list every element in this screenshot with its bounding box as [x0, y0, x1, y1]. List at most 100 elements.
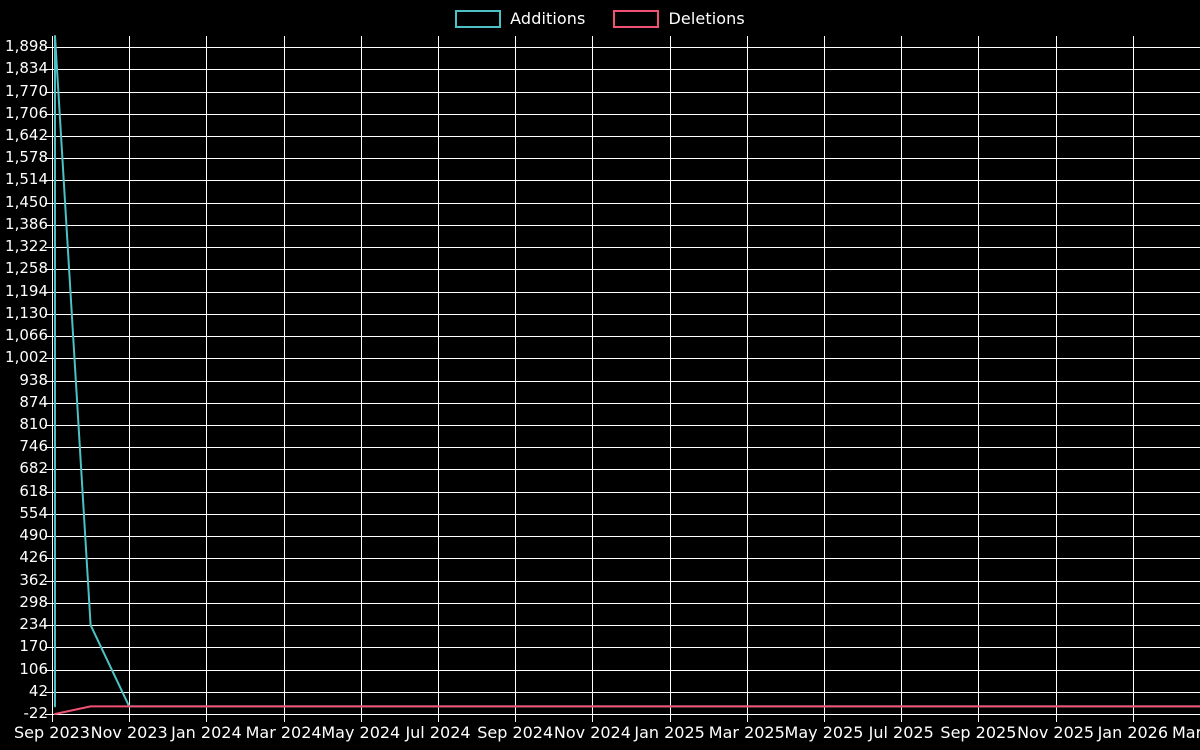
x-axis-tick-label: Mar 2025 — [708, 723, 785, 742]
gridline-vertical — [669, 36, 671, 714]
y-axis-tick-label: 682 — [19, 459, 48, 478]
y-axis-tick — [45, 602, 52, 604]
gridline-horizontal — [52, 202, 1200, 204]
gridline-horizontal — [52, 313, 1200, 315]
y-axis-tick-label: 1,322 — [5, 237, 48, 256]
y-axis-tick-label: 1,002 — [5, 348, 48, 367]
y-axis-tick — [45, 714, 52, 715]
gridline-vertical — [824, 36, 825, 714]
gridline-horizontal — [52, 669, 1200, 671]
gridline-vertical — [360, 36, 362, 714]
y-axis-tick-label: 106 — [19, 659, 48, 678]
gridline-horizontal — [52, 269, 1200, 271]
y-axis-tick — [45, 647, 52, 649]
y-axis-tick — [45, 336, 52, 338]
x-axis-tick-label: Sep 2024 — [477, 723, 554, 742]
x-axis-tick-label: Nov 2025 — [1017, 723, 1095, 742]
y-axis-tick-label: 234 — [19, 615, 48, 634]
gridline-horizontal — [52, 491, 1200, 493]
y-axis-tick-label: 1,514 — [5, 170, 48, 189]
legend-swatch-additions-icon — [455, 10, 502, 28]
gridline-vertical — [283, 36, 285, 714]
y-axis-tick — [45, 202, 52, 204]
x-axis-tick-label: Nov 2024 — [553, 723, 631, 742]
x-axis-tick — [515, 714, 517, 722]
y-axis-tick-label: 938 — [19, 370, 48, 389]
gridline-horizontal — [52, 469, 1200, 471]
x-axis-tick-label: Jan 2025 — [634, 723, 705, 742]
legend-label-deletions: Deletions — [668, 9, 745, 28]
y-axis-tick-label: 42 — [28, 681, 48, 700]
y-axis-tick-label: 1,834 — [5, 59, 48, 78]
x-axis-tick-label: May 2024 — [321, 723, 401, 742]
gridline-vertical — [515, 36, 517, 714]
gridline-horizontal — [52, 425, 1200, 427]
y-axis-tick — [45, 91, 52, 93]
y-axis-tick — [45, 136, 52, 138]
y-axis-tick-label: 1,642 — [5, 126, 48, 145]
y-axis-tick-label: 874 — [19, 392, 48, 411]
gridline-horizontal — [52, 647, 1200, 649]
chart-legend: Additions Deletions — [0, 4, 1200, 34]
y-axis-tick — [45, 224, 52, 226]
x-axis-tick — [978, 714, 980, 722]
x-axis-tick — [360, 714, 362, 722]
gridline-horizontal — [52, 69, 1200, 71]
y-axis-tick — [45, 113, 52, 115]
y-axis-tick — [45, 69, 52, 71]
y-axis-tick-label: 1,898 — [5, 37, 48, 56]
gridline-horizontal — [52, 336, 1200, 338]
y-axis-tick — [45, 513, 52, 515]
gridline-horizontal — [52, 91, 1200, 93]
y-axis-tick-label: 810 — [19, 415, 48, 434]
x-axis-tick — [283, 714, 285, 722]
x-axis-tick — [52, 714, 53, 722]
x-axis-tick-label: Jan 2024 — [171, 723, 242, 742]
gridline-horizontal — [52, 558, 1200, 560]
x-axis-tick-label: Mar 2024 — [245, 723, 322, 742]
x-axis-tick-label: Mar 2026 — [1172, 723, 1200, 742]
gridline-horizontal — [52, 224, 1200, 226]
legend-item-deletions[interactable]: Deletions — [613, 9, 745, 28]
x-axis-tick — [1132, 714, 1134, 722]
x-axis-tick — [592, 714, 594, 722]
plot-area — [52, 36, 1200, 715]
gridline-vertical — [746, 36, 748, 714]
legend-label-additions: Additions — [510, 9, 586, 28]
gridline-horizontal — [52, 714, 1200, 715]
y-axis-tick — [45, 447, 52, 449]
gridline-horizontal — [52, 136, 1200, 138]
gridline-horizontal — [52, 113, 1200, 115]
gridline-horizontal — [52, 625, 1200, 627]
y-axis-tick-label: 1,770 — [5, 81, 48, 100]
x-axis-tick — [1055, 714, 1057, 722]
y-axis-tick — [45, 313, 52, 315]
y-axis-tick-label: 1,194 — [5, 281, 48, 300]
gridline-horizontal — [52, 358, 1200, 360]
legend-item-additions[interactable]: Additions — [455, 10, 585, 28]
y-axis-tick — [45, 536, 52, 538]
x-axis-tick-label: Sep 2023 — [14, 723, 90, 742]
gridline-horizontal — [52, 180, 1200, 182]
gridline-horizontal — [52, 380, 1200, 382]
y-axis-tick — [45, 402, 52, 404]
y-axis-tick — [45, 425, 52, 427]
y-axis-tick — [45, 47, 52, 49]
gridline-vertical — [901, 36, 903, 714]
gridline-horizontal — [52, 158, 1200, 160]
y-axis-tick-label: 426 — [19, 548, 48, 567]
y-axis-tick-label: 1,706 — [5, 103, 48, 122]
x-axis-tick — [129, 714, 131, 722]
x-axis-tick-label: Sep 2025 — [940, 723, 1017, 742]
y-axis-tick-label: 170 — [19, 637, 48, 656]
y-axis-tick — [45, 180, 52, 182]
gridline-horizontal — [52, 447, 1200, 449]
y-axis-tick — [45, 691, 52, 693]
x-axis-tick-label: Nov 2023 — [90, 723, 168, 742]
gridline-vertical — [1132, 36, 1134, 714]
x-axis-tick — [824, 714, 825, 722]
gridline-horizontal — [52, 602, 1200, 604]
y-axis-tick-label: 1,258 — [5, 259, 48, 278]
y-axis-tick-label: 554 — [19, 503, 48, 522]
